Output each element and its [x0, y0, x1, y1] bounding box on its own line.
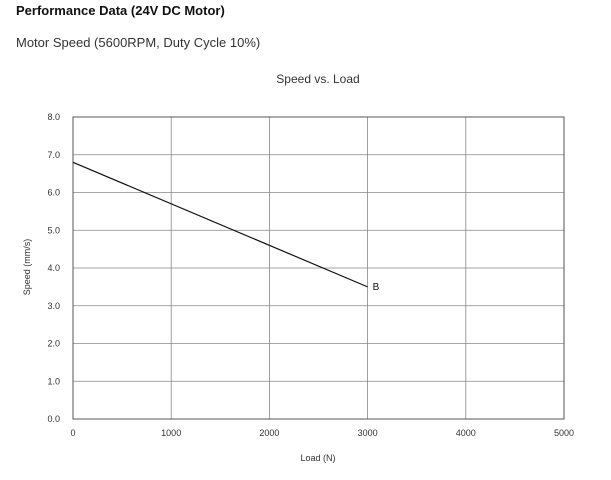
y-tick-label: 6.0 — [47, 188, 60, 198]
chart-title: Speed vs. Load — [276, 72, 359, 86]
page-title: Performance Data (24V DC Motor) — [16, 3, 225, 18]
y-tick-label: 2.0 — [47, 339, 60, 349]
series-label: B — [373, 282, 380, 293]
plot-frame — [72, 116, 565, 420]
series-layer: B — [72, 161, 380, 293]
x-tick-label: 3000 — [358, 428, 378, 438]
y-axis-title: Speed (mm/s) — [22, 239, 32, 296]
x-tick-label: 5000 — [554, 428, 574, 438]
series-line — [72, 161, 368, 288]
x-tick-label: 1000 — [161, 428, 181, 438]
x-axis-title: Load (N) — [300, 453, 335, 463]
x-tick-label: 0 — [70, 428, 75, 438]
x-tick-label: 4000 — [456, 428, 476, 438]
y-tick-label: 7.0 — [47, 150, 60, 160]
page-subtitle: Motor Speed (5600RPM, Duty Cycle 10%) — [16, 35, 261, 50]
y-tick-label: 5.0 — [47, 225, 60, 235]
y-tick-label: 0.0 — [47, 414, 60, 424]
y-tick-label: 4.0 — [47, 263, 60, 273]
x-tick-label: 2000 — [259, 428, 279, 438]
y-tick-label: 1.0 — [47, 376, 60, 386]
tick-labels: 0.0 1.0 2.0 3.0 4.0 5.0 6.0 7.0 8.0 0 1000 2000 3000… — [47, 112, 574, 438]
y-tick-label: 8.0 — [47, 112, 60, 122]
y-tick-label: 3.0 — [47, 301, 60, 311]
grid-layer — [72, 116, 565, 420]
